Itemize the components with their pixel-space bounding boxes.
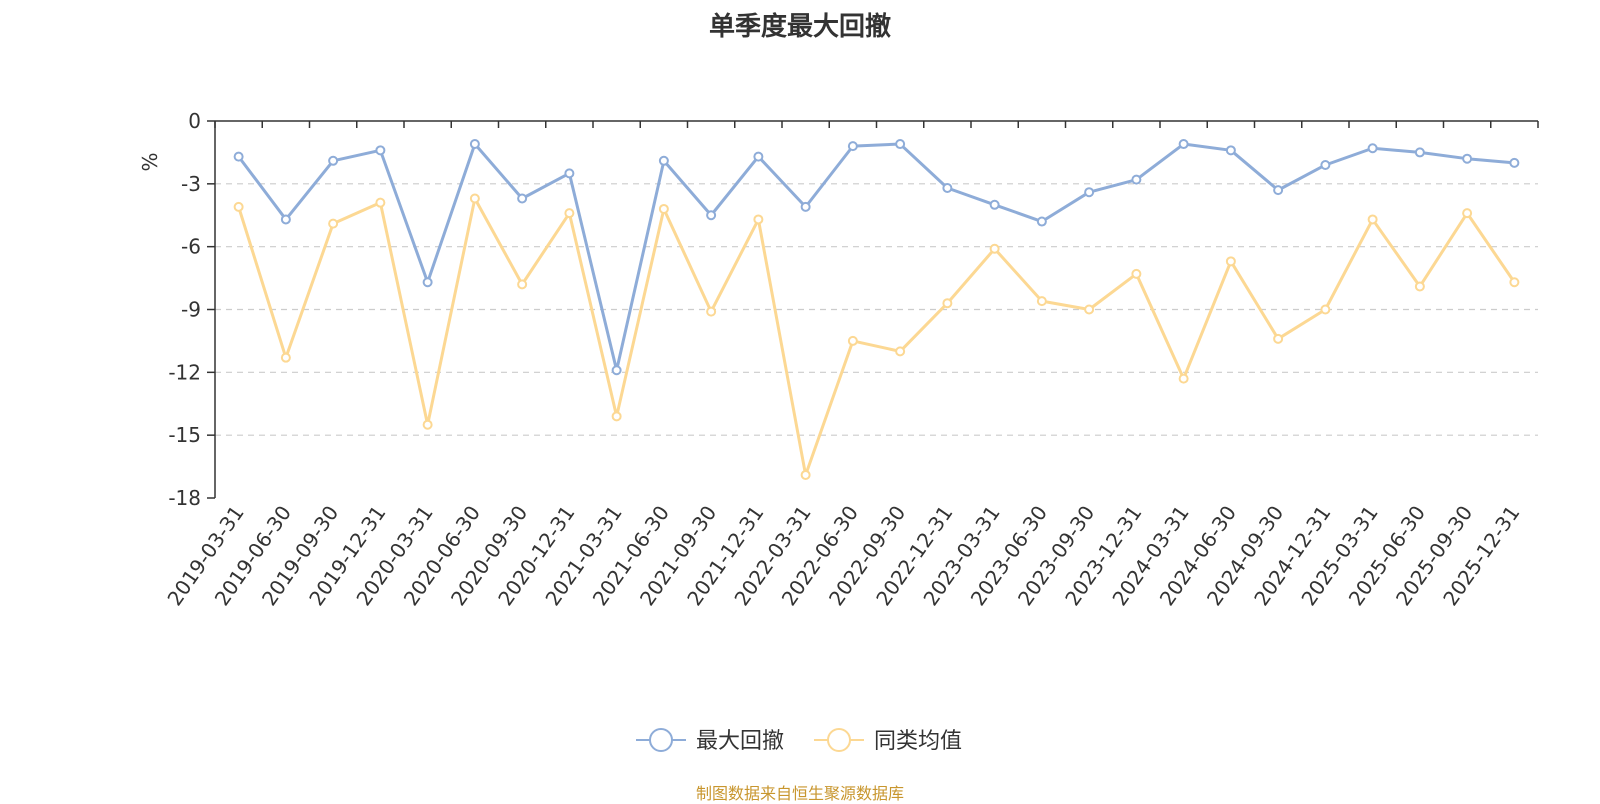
legend: 最大回撤 同类均值 (636, 728, 962, 754)
data-point (375, 145, 386, 156)
data-point (611, 365, 622, 376)
series-line (237, 142, 1515, 372)
data-point (1225, 145, 1236, 156)
data-point (942, 298, 953, 309)
data-point (564, 208, 575, 219)
data-point (1462, 208, 1473, 219)
grid-layer (215, 183, 1538, 436)
legend-marker (649, 728, 673, 752)
data-point (1414, 281, 1425, 292)
data-point (375, 197, 386, 208)
chart-canvas: 0-3-6-9-12-15-182019-03-312019-06-302019… (138, 109, 1539, 754)
data-point (517, 193, 528, 204)
data-point (1509, 157, 1520, 168)
data-point (1131, 268, 1142, 279)
data-point (989, 243, 1000, 254)
data-point (233, 151, 244, 162)
y-tick-label: -6 (181, 235, 201, 259)
data-point (1509, 277, 1520, 288)
data-point (1178, 139, 1189, 150)
data-point (895, 346, 906, 357)
data-point (1084, 187, 1095, 198)
data-point (233, 201, 244, 212)
data-point (706, 210, 717, 221)
data-point (280, 352, 291, 363)
data-point (1084, 304, 1095, 315)
y-tick-label: -12 (168, 360, 201, 384)
data-point (895, 139, 906, 150)
y-axis-unit-label: % (138, 152, 162, 171)
legend-marker (827, 728, 851, 752)
data-point (1414, 147, 1425, 158)
data-point (1036, 296, 1047, 307)
legend-label: 最大回撤 (696, 729, 784, 754)
data-point (658, 155, 669, 166)
data-point (1273, 333, 1284, 344)
data-point (611, 411, 622, 422)
data-point (1367, 143, 1378, 154)
data-point (1320, 304, 1331, 315)
data-point (1225, 256, 1236, 267)
data-point (1178, 373, 1189, 384)
y-tick-label: -3 (181, 172, 201, 196)
y-tick-label: 0 (188, 109, 201, 133)
data-point (753, 214, 764, 225)
data-point (706, 306, 717, 317)
data-point (1320, 159, 1331, 170)
data-point (942, 183, 953, 194)
data-point (1367, 214, 1378, 225)
data-point (1131, 174, 1142, 185)
data-point (517, 279, 528, 290)
data-point (328, 218, 339, 229)
data-point (847, 141, 858, 152)
series-layer (233, 139, 1520, 480)
data-point (1273, 185, 1284, 196)
data-point (469, 139, 480, 150)
data-point (989, 199, 1000, 210)
data-point (753, 151, 764, 162)
data-point (847, 335, 858, 346)
data-point (1036, 216, 1047, 227)
data-point (422, 277, 433, 288)
series-line (237, 196, 1516, 477)
data-point (564, 168, 575, 179)
data-point (800, 201, 811, 212)
data-point (328, 155, 339, 166)
y-tick-label: -18 (168, 486, 201, 510)
data-point (800, 469, 811, 480)
y-tick-label: -9 (181, 298, 201, 322)
data-point (658, 203, 669, 214)
data-source-note: 制图数据来自恒生聚源数据库 (695, 784, 904, 803)
data-point (469, 193, 480, 204)
y-tick-label: -15 (168, 423, 201, 447)
legend-label: 同类均值 (874, 729, 962, 754)
chart-title: 单季度最大回撤 (708, 12, 891, 42)
data-point (1462, 153, 1473, 164)
data-point (280, 214, 291, 225)
data-point (422, 419, 433, 430)
